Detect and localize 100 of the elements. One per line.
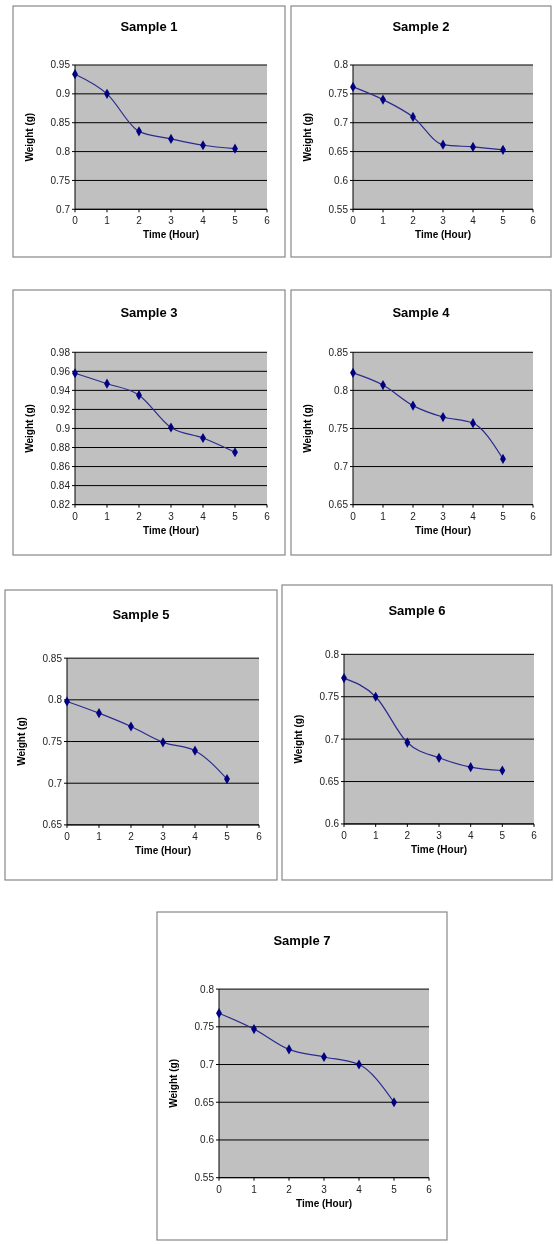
y-tick-label: 0.9 [56, 422, 71, 434]
y-tick-label: 0.6 [325, 818, 340, 830]
x-tick-label: 0 [72, 215, 79, 227]
y-tick-label: 0.75 [328, 88, 349, 100]
x-tick-label: 4 [470, 510, 477, 522]
x-axis-title: Time (Hour) [415, 524, 471, 536]
x-axis-title: Time (Hour) [143, 229, 199, 241]
y-tick-label: 0.7 [56, 203, 71, 215]
y-tick-label: 0.85 [42, 652, 63, 664]
x-tick-label: 3 [440, 510, 447, 522]
y-tick-label: 0.75 [319, 691, 340, 703]
x-tick-label: 2 [286, 1183, 293, 1195]
y-axis-title: Weight (g) [24, 404, 35, 453]
x-tick-label: 1 [372, 829, 379, 841]
x-tick-label: 0 [72, 510, 79, 522]
y-tick-label: 0.65 [42, 819, 63, 831]
x-tick-label: 2 [410, 215, 417, 227]
x-tick-label: 6 [256, 830, 263, 842]
x-tick-label: 6 [264, 215, 271, 227]
chart-title: Sample 7 [273, 932, 331, 948]
y-tick-label: 0.8 [334, 59, 349, 71]
y-tick-label: 0.75 [42, 736, 63, 748]
y-tick-label: 0.96 [50, 365, 71, 377]
x-tick-label: 3 [321, 1183, 328, 1195]
chart-title: Sample 4 [392, 304, 451, 320]
x-tick-label: 2 [136, 510, 143, 522]
x-tick-label: 2 [136, 215, 143, 227]
y-tick-label: 0.8 [200, 983, 215, 995]
x-tick-label: 4 [200, 510, 207, 522]
y-tick-label: 0.8 [48, 694, 63, 706]
x-tick-label: 1 [251, 1183, 258, 1195]
x-tick-label: 4 [467, 829, 474, 841]
x-tick-label: 2 [410, 510, 417, 522]
chart-title: Sample 3 [120, 304, 178, 320]
x-tick-label: 1 [380, 510, 387, 522]
y-tick-label: 0.75 [194, 1021, 215, 1033]
y-tick-label: 0.75 [328, 422, 349, 434]
x-tick-label: 1 [96, 830, 103, 842]
y-tick-label: 0.88 [50, 442, 71, 454]
x-tick-label: 2 [128, 830, 135, 842]
chart-title: Sample 1 [120, 19, 178, 35]
y-tick-label: 0.8 [325, 648, 340, 660]
y-axis-title: Weight (g) [24, 112, 35, 162]
y-tick-label: 0.65 [328, 499, 349, 511]
y-tick-label: 0.7 [334, 461, 349, 473]
x-tick-label: 4 [470, 215, 477, 227]
y-tick-label: 0.85 [50, 117, 71, 129]
x-tick-label: 4 [200, 215, 207, 227]
y-tick-label: 0.6 [334, 174, 349, 186]
y-tick-label: 0.6 [200, 1134, 215, 1146]
x-tick-label: 3 [440, 215, 447, 227]
chart-title: Sample 2 [392, 19, 450, 35]
y-tick-label: 0.65 [328, 146, 349, 158]
y-tick-label: 0.95 [50, 59, 71, 71]
x-tick-label: 6 [531, 829, 538, 841]
y-tick-label: 0.7 [334, 117, 349, 129]
x-axis-title: Time (Hour) [135, 844, 191, 856]
x-tick-label: 5 [499, 829, 506, 841]
y-tick-label: 0.98 [50, 346, 71, 358]
y-tick-label: 0.8 [56, 146, 71, 158]
y-tick-label: 0.55 [194, 1172, 215, 1184]
x-tick-label: 3 [168, 510, 175, 522]
x-tick-label: 6 [264, 510, 271, 522]
y-tick-label: 0.75 [50, 174, 71, 186]
x-tick-label: 3 [168, 215, 175, 227]
x-tick-label: 1 [380, 215, 387, 227]
x-tick-label: 0 [350, 510, 357, 522]
y-axis-title: Weight (g) [302, 404, 313, 453]
x-tick-label: 4 [356, 1183, 363, 1195]
chart-title: Sample 5 [112, 607, 170, 622]
y-axis-title: Weight (g) [168, 1059, 179, 1108]
y-tick-label: 0.84 [50, 480, 71, 492]
y-axis-title: Weight (g) [302, 112, 313, 162]
chart-title: Sample 6 [388, 602, 446, 618]
x-tick-label: 5 [232, 510, 239, 522]
y-tick-label: 0.92 [50, 403, 71, 415]
x-tick-label: 0 [64, 830, 71, 842]
x-tick-label: 6 [426, 1183, 433, 1195]
x-axis-title: Time (Hour) [411, 843, 467, 855]
x-tick-label: 6 [530, 215, 537, 227]
y-axis-title: Weight (g) [293, 714, 304, 764]
x-tick-label: 0 [350, 215, 357, 227]
y-tick-label: 0.65 [319, 776, 340, 788]
y-tick-label: 0.65 [194, 1096, 215, 1108]
y-tick-label: 0.94 [50, 384, 71, 396]
x-axis-title: Time (Hour) [415, 229, 471, 241]
x-tick-label: 3 [160, 830, 167, 842]
y-tick-label: 0.7 [200, 1059, 215, 1071]
y-tick-label: 0.7 [325, 733, 340, 745]
x-tick-label: 2 [404, 829, 411, 841]
y-axis-title: Weight (g) [16, 717, 27, 766]
y-tick-label: 0.55 [328, 203, 349, 215]
x-tick-label: 1 [104, 215, 111, 227]
x-axis-title: Time (Hour) [143, 524, 199, 536]
y-tick-label: 0.9 [56, 88, 71, 100]
x-tick-label: 5 [500, 215, 507, 227]
x-axis-title: Time (Hour) [296, 1197, 352, 1209]
x-tick-label: 5 [224, 830, 231, 842]
x-tick-label: 1 [104, 510, 111, 522]
y-tick-label: 0.86 [50, 461, 71, 473]
